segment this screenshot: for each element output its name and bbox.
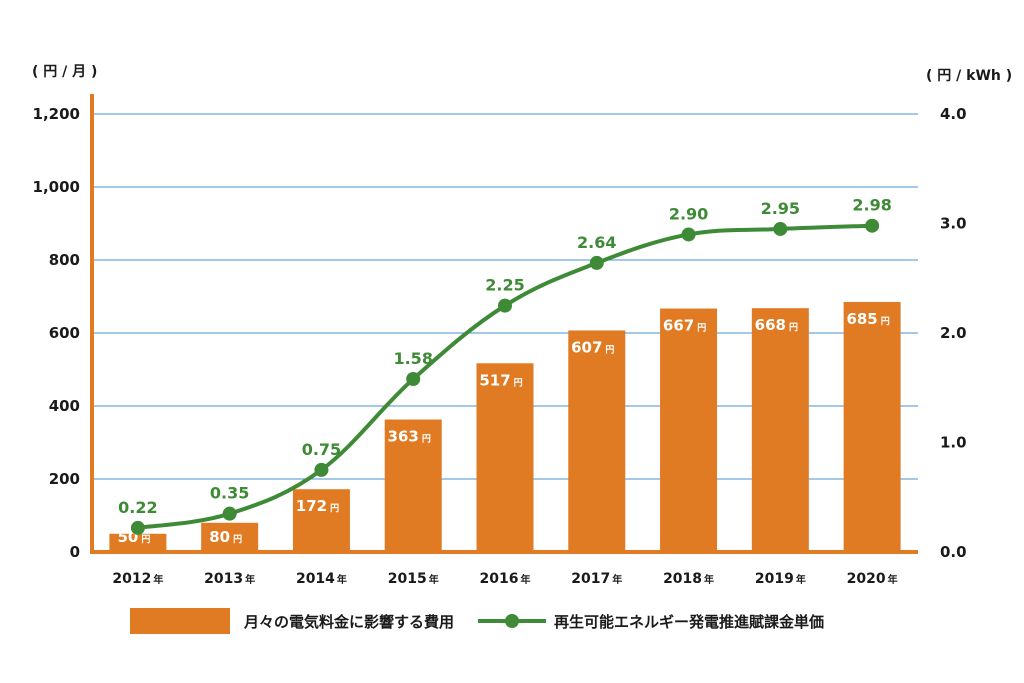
right-y-tick-1: 1.0	[940, 434, 967, 452]
line-labels: 0.22 0.35 0.75 1.58 2.25 2.64 2.90 2.95 2.98	[118, 196, 892, 517]
left-y-tick-600: 600	[49, 324, 80, 342]
x-tick-2019: 2019 年	[755, 571, 806, 587]
legend-bar-label: 月々の電気料金に影響する費用	[243, 613, 454, 631]
legend: 月々の電気料金に影響する費用 再生可能エネルギー発電推進賦課金単価	[130, 608, 824, 634]
x-tick-2017: 2017 年	[571, 571, 622, 587]
left-y-tick-labels: 0 200 400 600 800 1,000 1,200	[33, 105, 80, 561]
line-label-2015: 1.58	[393, 349, 432, 368]
line-label-2019: 2.95	[761, 199, 800, 218]
right-y-tick-labels: 0.0 1.0 2.0 3.0 4.0	[940, 105, 967, 561]
bar-2012	[109, 533, 167, 552]
line-label-2012: 0.22	[118, 498, 157, 517]
line-point-2014	[314, 462, 329, 477]
line-series	[130, 218, 880, 535]
right-y-tick-4: 4.0	[940, 105, 967, 123]
line-label-2014: 0.75	[302, 440, 341, 459]
line-label-2013: 0.35	[210, 484, 249, 503]
line-label-2017: 2.64	[577, 233, 616, 252]
legend-line-label: 再生可能エネルギー発電推進賦課金単価	[554, 613, 824, 631]
left-y-tick-1000: 1,000	[33, 178, 80, 196]
x-tick-2016: 2016 年	[480, 571, 531, 587]
line-point-2020	[865, 218, 880, 233]
legend-line-marker	[505, 614, 519, 628]
x-tick-labels: 2012 年 2013 年 2014 年 2015 年 2016 年 2017 年 2018 年 2019 年…	[112, 571, 897, 587]
bar-2017	[568, 330, 626, 552]
bar-2014	[292, 489, 350, 552]
left-y-tick-0: 0	[70, 543, 80, 561]
bar-2018	[660, 308, 718, 552]
x-tick-2014: 2014 年	[296, 571, 347, 587]
x-tick-2015: 2015 年	[388, 571, 439, 587]
line-point-2015	[406, 371, 421, 386]
axes	[90, 94, 918, 554]
line-point-2012	[130, 520, 145, 535]
bar-2020	[843, 301, 901, 552]
line-point-2018	[681, 227, 696, 242]
x-tick-2013: 2013 年	[204, 571, 255, 587]
bar-2019	[751, 308, 809, 552]
line-point-2013	[222, 506, 237, 521]
x-tick-2012: 2012 年	[112, 571, 163, 587]
left-axis-unit: ( 円 / 月 )	[32, 64, 97, 80]
line-point-2019	[773, 221, 788, 236]
bar-2013	[201, 522, 259, 552]
right-y-tick-3: 3.0	[940, 215, 967, 233]
right-y-tick-2: 2.0	[940, 324, 967, 342]
x-tick-2018: 2018 年	[663, 571, 714, 587]
bar-2016	[476, 363, 534, 552]
bar-series	[109, 301, 901, 552]
left-y-tick-1200: 1,200	[33, 105, 80, 123]
bar-2015	[384, 419, 442, 552]
left-y-tick-400: 400	[49, 397, 80, 415]
x-tick-2020: 2020 年	[847, 571, 898, 587]
line-label-2018: 2.90	[669, 204, 708, 223]
line-label-2020: 2.98	[852, 196, 891, 215]
line-label-2016: 2.25	[485, 276, 524, 295]
left-y-tick-800: 800	[49, 251, 80, 269]
left-y-tick-200: 200	[49, 470, 80, 488]
right-y-tick-0: 0.0	[940, 543, 967, 561]
right-axis-unit: ( 円 / kWh )	[926, 68, 1012, 84]
legend-bar-swatch	[130, 608, 230, 634]
line-point-2016	[498, 298, 512, 313]
line-point-2017	[589, 255, 604, 270]
